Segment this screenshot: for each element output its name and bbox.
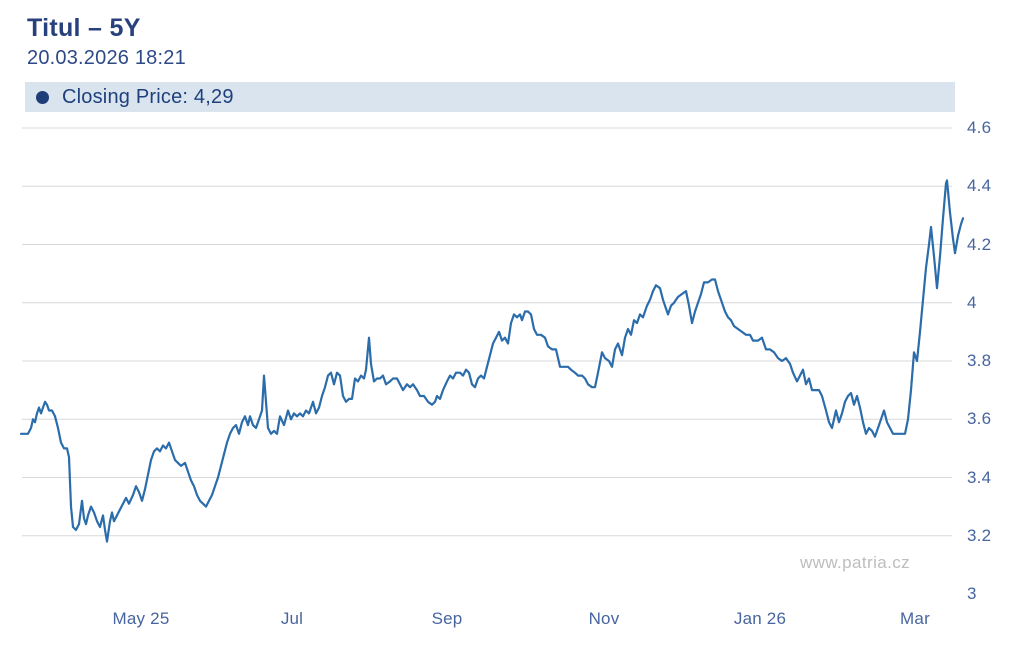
- quote-datetime: 20.03.2026 18:21: [27, 47, 186, 69]
- y-tick-label: 3.8: [967, 351, 992, 370]
- watermark: www.patria.cz: [799, 553, 911, 572]
- y-tick-label: 4.4: [967, 176, 992, 196]
- price-line-series: [19, 179, 965, 543]
- y-tick-label: 3.2: [967, 525, 992, 545]
- y-tick-label: 4: [967, 292, 977, 312]
- y-tick-label: 3: [967, 584, 977, 603]
- y-tick-label: 3.4: [967, 467, 992, 487]
- x-tick-label: Nov: [588, 609, 620, 628]
- y-tick-label: 4.6: [967, 118, 992, 137]
- x-tick-label: Sep: [431, 609, 463, 628]
- page-title: Titul – 5Y: [27, 14, 141, 42]
- legend-banner: Closing Price: 4,29: [25, 82, 955, 112]
- x-tick-label: May 25: [112, 609, 170, 628]
- series-marker-icon: [36, 90, 49, 104]
- y-tick-label: 3.6: [967, 409, 992, 429]
- x-tick-label: Mar: [900, 609, 930, 628]
- x-tick-label: Jan 26: [733, 609, 787, 628]
- legend-label: Closing Price: 4,29: [62, 85, 234, 108]
- y-tick-label: 4.2: [967, 234, 992, 254]
- x-tick-label: Jul: [280, 609, 304, 628]
